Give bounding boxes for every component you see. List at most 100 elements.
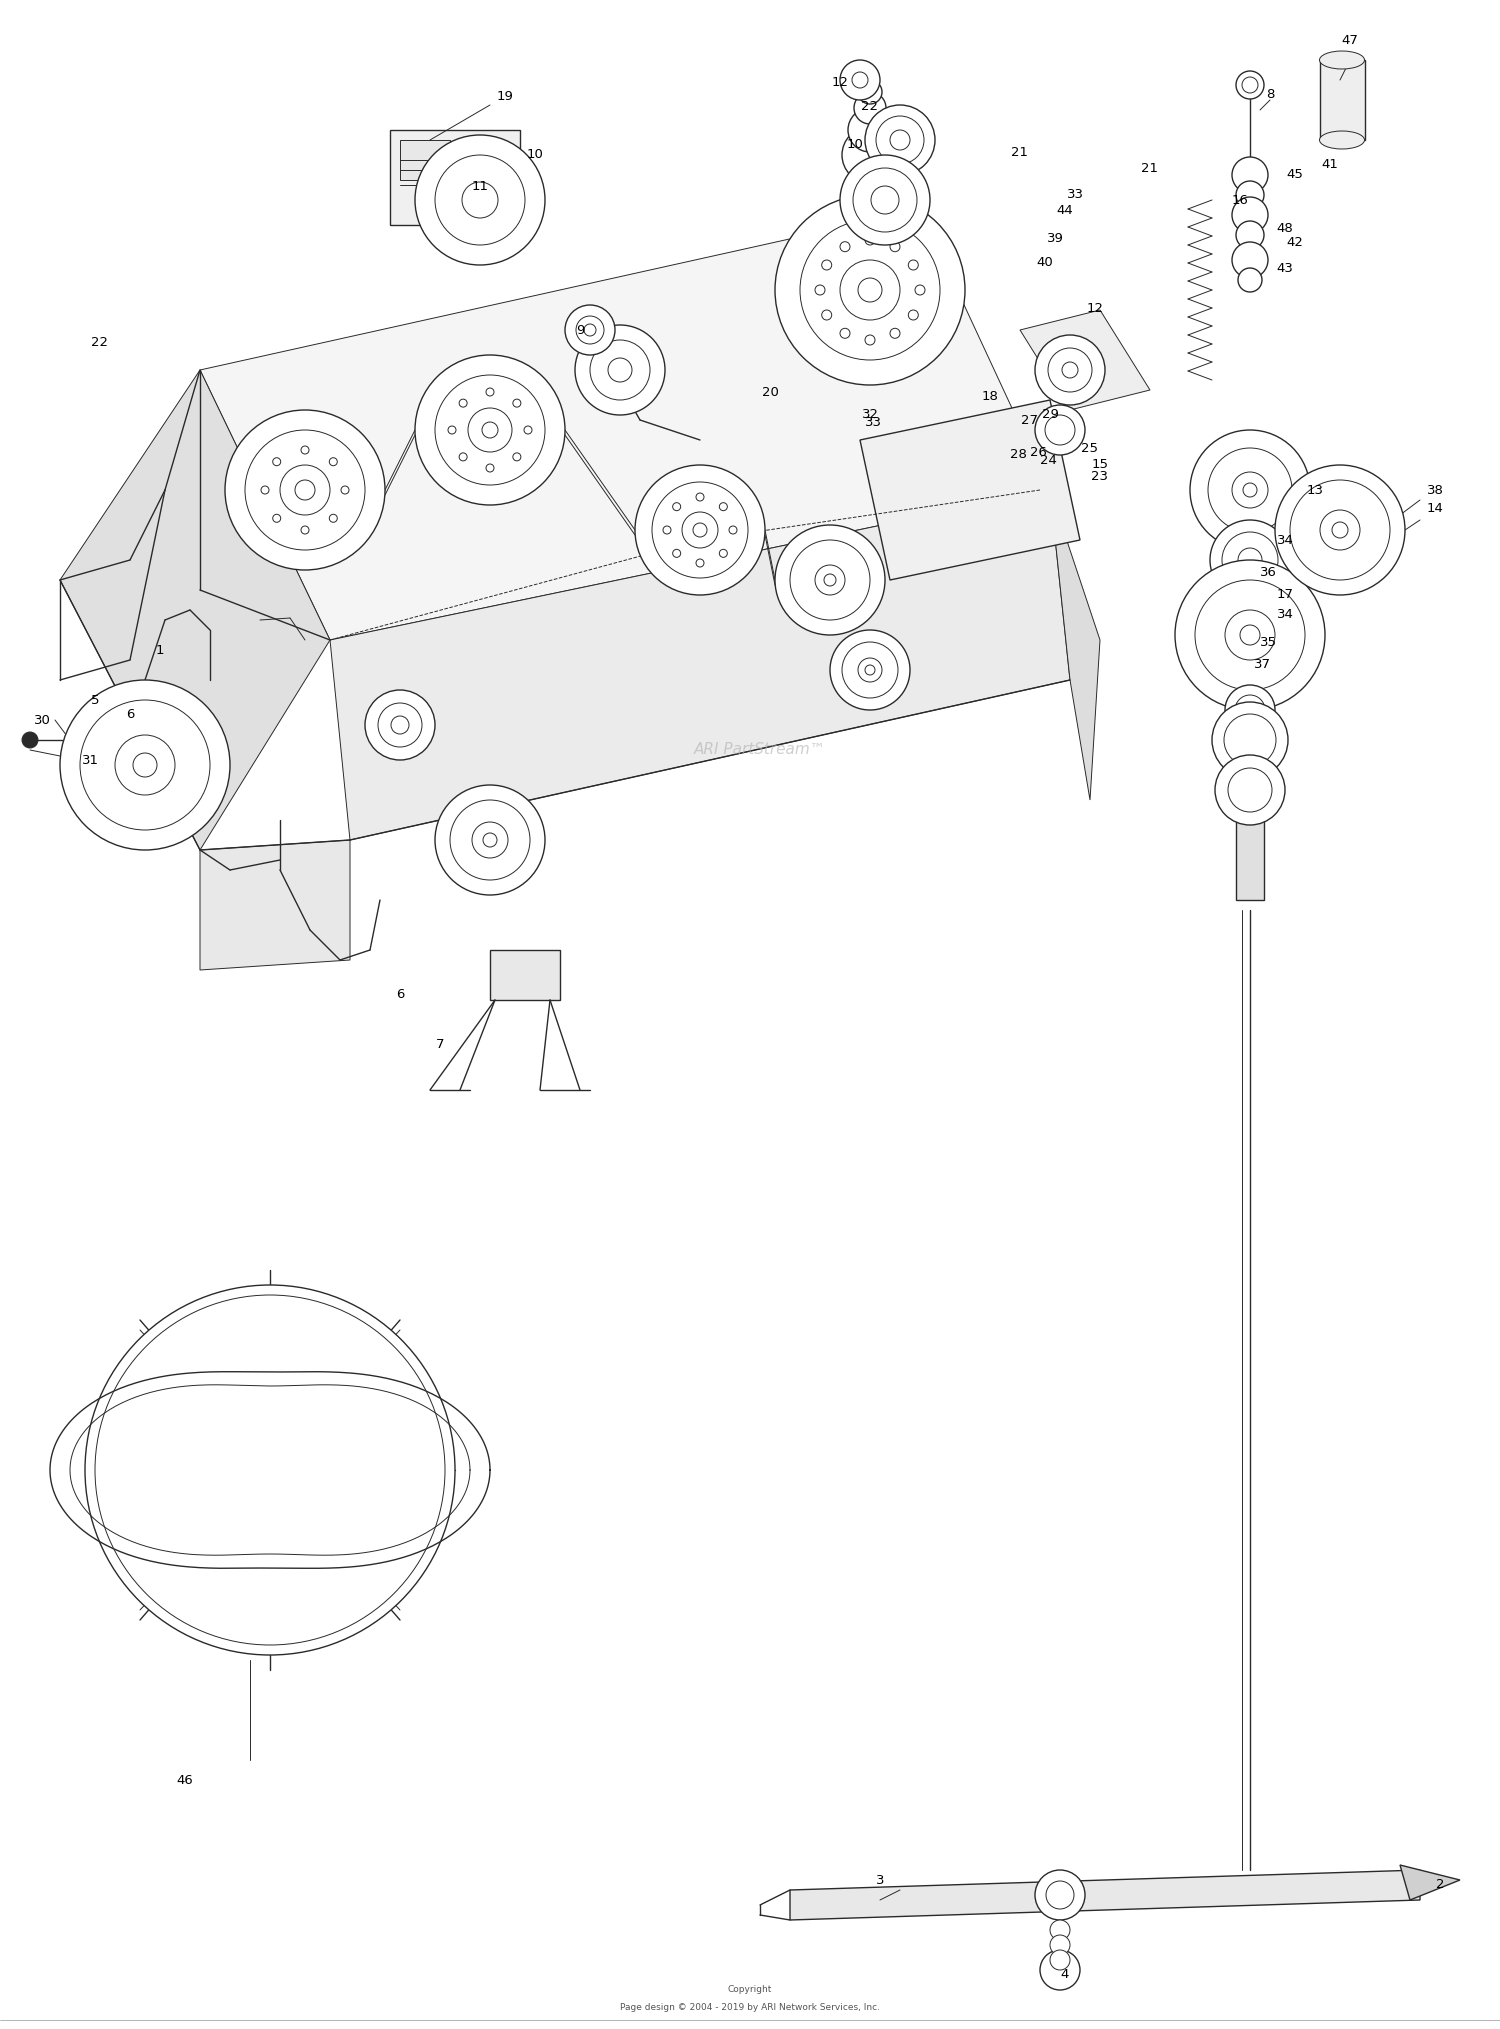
Text: 7: 7 — [435, 1039, 444, 1051]
Circle shape — [483, 834, 496, 846]
Polygon shape — [859, 400, 1080, 580]
Circle shape — [513, 452, 520, 461]
Circle shape — [225, 410, 386, 570]
Text: 34: 34 — [1276, 609, 1293, 621]
Text: 9: 9 — [576, 323, 584, 337]
Text: 10: 10 — [526, 148, 543, 162]
Circle shape — [1050, 1950, 1070, 1970]
Circle shape — [776, 526, 885, 635]
Text: 47: 47 — [1341, 34, 1359, 47]
Circle shape — [468, 408, 512, 452]
Text: 30: 30 — [33, 714, 51, 726]
Circle shape — [672, 503, 681, 511]
Text: 6: 6 — [126, 708, 134, 722]
Text: 33: 33 — [1066, 187, 1083, 201]
Text: 12: 12 — [831, 75, 849, 89]
Circle shape — [800, 219, 940, 359]
Polygon shape — [790, 1871, 1420, 1919]
Text: 2: 2 — [1436, 1879, 1444, 1891]
Circle shape — [840, 329, 850, 339]
Circle shape — [840, 154, 930, 246]
Circle shape — [60, 680, 229, 850]
Circle shape — [865, 666, 874, 676]
Text: 37: 37 — [1254, 659, 1270, 672]
Circle shape — [890, 241, 900, 252]
Circle shape — [302, 526, 309, 534]
Text: 16: 16 — [1232, 193, 1248, 207]
Circle shape — [462, 183, 498, 217]
Circle shape — [876, 116, 924, 164]
Text: 5: 5 — [90, 694, 99, 706]
Text: 35: 35 — [1260, 635, 1276, 649]
Polygon shape — [200, 209, 1050, 639]
Circle shape — [1224, 714, 1276, 767]
Text: 25: 25 — [1082, 442, 1098, 454]
Circle shape — [1232, 197, 1268, 233]
Circle shape — [1332, 521, 1348, 538]
Text: 4: 4 — [1060, 1968, 1070, 1982]
Text: 10: 10 — [846, 138, 864, 152]
Circle shape — [696, 493, 703, 501]
Text: 3: 3 — [876, 1873, 885, 1887]
Circle shape — [486, 388, 494, 396]
Circle shape — [858, 657, 882, 682]
Circle shape — [261, 487, 268, 493]
Text: 24: 24 — [1040, 454, 1056, 467]
Circle shape — [634, 465, 765, 594]
Circle shape — [824, 574, 836, 586]
Text: 39: 39 — [1047, 231, 1064, 246]
Circle shape — [663, 526, 670, 534]
Circle shape — [392, 716, 410, 734]
Bar — [1320, 61, 1365, 140]
Circle shape — [378, 702, 422, 747]
Circle shape — [858, 79, 882, 103]
Circle shape — [858, 278, 882, 302]
Circle shape — [482, 422, 498, 438]
Text: 6: 6 — [396, 988, 404, 1002]
Text: 18: 18 — [981, 390, 999, 404]
Circle shape — [652, 483, 748, 578]
Circle shape — [776, 195, 964, 386]
Circle shape — [330, 513, 338, 521]
Text: 41: 41 — [1322, 158, 1338, 172]
Polygon shape — [1400, 1865, 1460, 1899]
Circle shape — [1035, 406, 1084, 454]
Circle shape — [790, 540, 870, 621]
Circle shape — [134, 753, 158, 777]
Circle shape — [1046, 416, 1076, 444]
Text: 31: 31 — [81, 753, 99, 767]
Circle shape — [574, 325, 664, 416]
Polygon shape — [1020, 310, 1150, 410]
Circle shape — [1190, 430, 1310, 550]
Circle shape — [1290, 481, 1390, 580]
Circle shape — [1236, 71, 1264, 99]
Circle shape — [1242, 77, 1258, 93]
Text: 40: 40 — [1036, 256, 1053, 268]
Polygon shape — [60, 369, 330, 850]
Circle shape — [682, 511, 718, 548]
Circle shape — [1226, 611, 1275, 659]
Text: 42: 42 — [1287, 235, 1304, 248]
Circle shape — [842, 641, 898, 698]
Circle shape — [435, 785, 544, 895]
Circle shape — [815, 284, 825, 294]
Circle shape — [1236, 221, 1264, 250]
Polygon shape — [1050, 489, 1100, 799]
Text: 32: 32 — [861, 408, 879, 422]
Text: 33: 33 — [864, 416, 882, 430]
Circle shape — [720, 550, 728, 558]
Circle shape — [94, 1295, 446, 1646]
Bar — [400, 140, 450, 181]
Circle shape — [840, 241, 850, 252]
Circle shape — [1212, 702, 1288, 777]
Circle shape — [672, 550, 681, 558]
Circle shape — [450, 799, 530, 881]
Circle shape — [1228, 769, 1272, 812]
Text: 21: 21 — [1142, 162, 1158, 174]
Circle shape — [330, 459, 338, 467]
Circle shape — [435, 375, 544, 485]
Circle shape — [435, 154, 525, 246]
Circle shape — [890, 329, 900, 339]
Circle shape — [22, 732, 38, 749]
Circle shape — [273, 459, 280, 467]
